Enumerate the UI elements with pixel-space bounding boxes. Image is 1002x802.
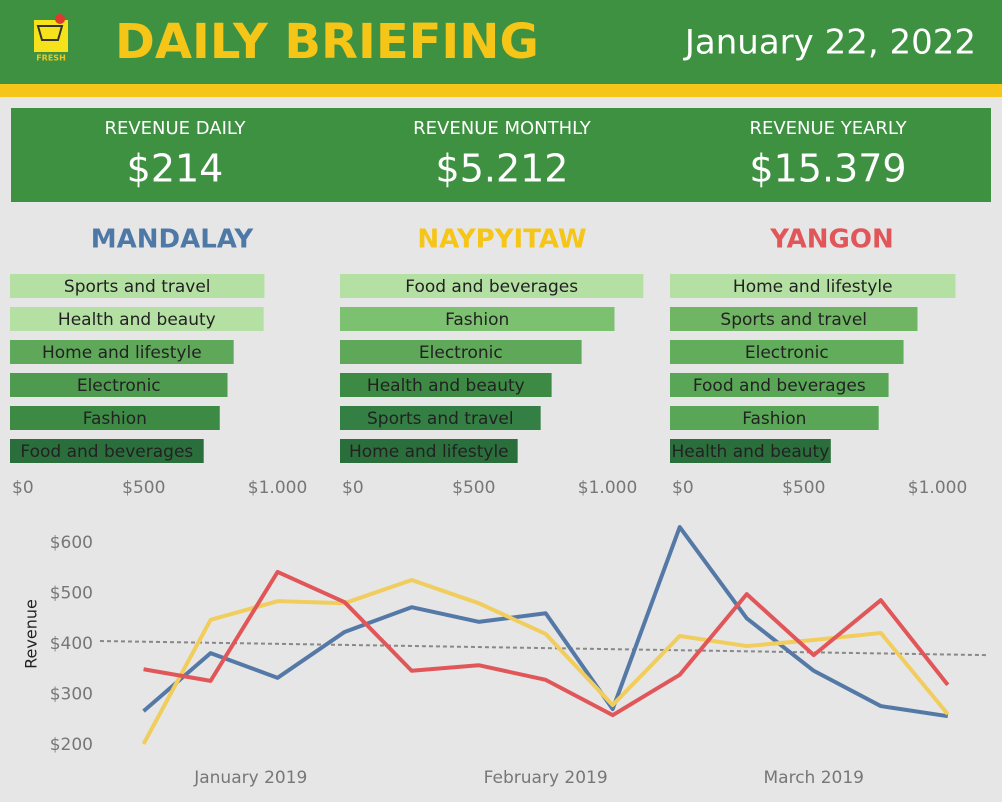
bar [10, 373, 228, 397]
bar [340, 274, 644, 298]
x-tick-label: $1.000 [578, 478, 637, 498]
y-axis-label: Revenue [22, 599, 41, 669]
bar [340, 439, 518, 463]
series-line [142, 525, 949, 719]
bar-label: Fashion [445, 310, 509, 330]
date: January 22, 2022 [683, 23, 976, 63]
kpi-value: $5.212 [436, 147, 569, 191]
bar-label: Home and lifestyle [349, 442, 509, 462]
x-tick-label: $500 [122, 478, 165, 498]
bar [10, 406, 220, 430]
bar-label: Home and lifestyle [733, 277, 893, 297]
y-tick-label: $400 [50, 634, 93, 654]
series-line [141, 577, 950, 745]
bar [10, 340, 234, 364]
kpi-label: REVENUE DAILY [104, 118, 246, 139]
bar-label: Health and beauty [367, 376, 525, 396]
bar-label: Food and beverages [405, 277, 578, 297]
bar-label: Food and beverages [693, 376, 866, 396]
bar-label: Health and beauty [58, 310, 216, 330]
bar [10, 439, 204, 463]
bar-label: Electronic [77, 376, 161, 396]
x-tick-label: $0 [342, 478, 364, 498]
kpi-value: $214 [127, 147, 224, 191]
bar-label: Sports and travel [720, 310, 867, 330]
logo-text: FRESH [36, 54, 66, 63]
logo-cart [34, 20, 68, 52]
bar-label: Health and beauty [672, 442, 830, 462]
logo-fruit [55, 14, 65, 24]
x-tick-label: January 2019 [193, 768, 307, 788]
bar-label: Electronic [745, 343, 829, 363]
y-tick-label: $200 [50, 735, 93, 755]
x-tick-label: March 2019 [764, 768, 865, 788]
kpi-value: $15.379 [749, 147, 906, 191]
bar-label: Fashion [83, 409, 147, 429]
header-stripe [0, 84, 1002, 97]
bar-label: Fashion [742, 409, 806, 429]
bar [670, 406, 879, 430]
bar [670, 373, 889, 397]
panel-title: MANDALAY [91, 225, 255, 255]
series-line [143, 569, 950, 718]
x-tick-label: $1.000 [908, 478, 967, 498]
y-tick-label: $300 [50, 684, 93, 704]
header-bar [0, 0, 1002, 84]
x-tick-label: February 2019 [484, 768, 608, 788]
bar [670, 274, 956, 298]
x-tick-label: $500 [452, 478, 495, 498]
x-tick-label: $0 [12, 478, 34, 498]
panel-title: YANGON [769, 225, 893, 255]
x-tick-label: $500 [782, 478, 825, 498]
bar [670, 340, 904, 364]
bar [670, 307, 918, 331]
bar-label: Electronic [419, 343, 503, 363]
bar [670, 439, 831, 463]
bar [10, 307, 264, 331]
kpi-label: REVENUE MONTHLY [413, 118, 592, 139]
logo: FRESH [34, 14, 68, 63]
logo-icon [36, 25, 64, 41]
bar-label: Sports and travel [64, 277, 211, 297]
bar [340, 373, 552, 397]
x-tick-label: $0 [672, 478, 694, 498]
bar-label: Food and beverages [20, 442, 193, 462]
title: DAILY BRIEFING [115, 14, 539, 70]
bar-label: Sports and travel [367, 409, 514, 429]
trend-line [99, 640, 989, 657]
kpi-label: REVENUE YEARLY [749, 118, 907, 139]
y-tick-label: $600 [50, 533, 93, 553]
kpi-panel [11, 108, 991, 202]
bar [340, 406, 541, 430]
bar [10, 274, 265, 298]
panel-title: NAYPYITAW [417, 225, 586, 255]
x-tick-label: $1.000 [248, 478, 307, 498]
bar [340, 340, 582, 364]
y-tick-label: $500 [50, 584, 93, 604]
bar-label: Home and lifestyle [42, 343, 202, 363]
bar [340, 307, 615, 331]
